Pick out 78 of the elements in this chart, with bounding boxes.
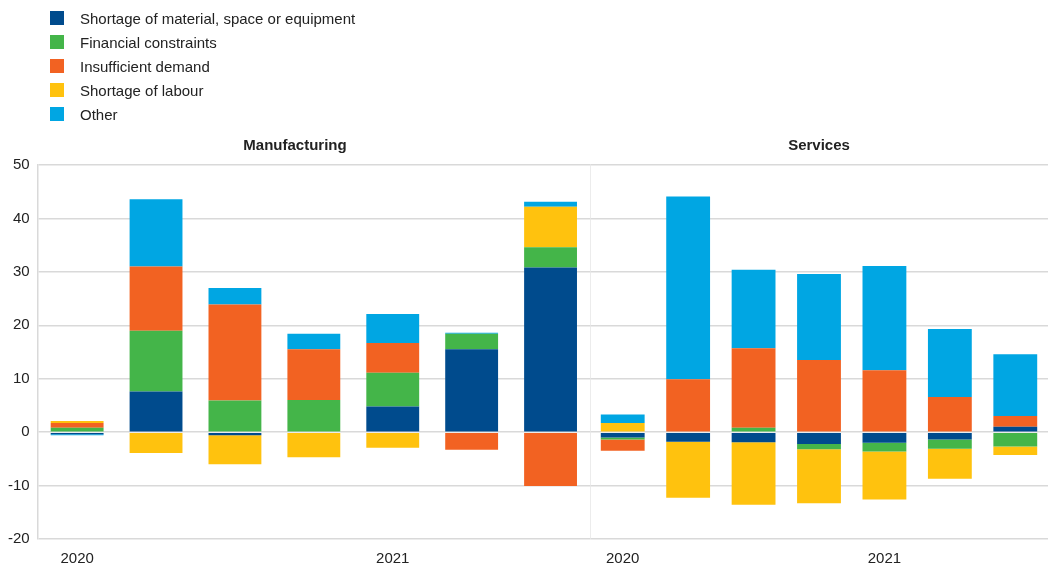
bar xyxy=(129,330,183,392)
bar xyxy=(129,199,183,267)
bar xyxy=(666,441,711,498)
legend-label: Insufficient demand xyxy=(80,57,210,75)
bar xyxy=(208,287,262,305)
bar xyxy=(50,423,104,428)
bar xyxy=(731,269,776,349)
bar xyxy=(993,416,1038,427)
bar xyxy=(287,333,341,350)
y-tick-label: 30 xyxy=(12,262,30,279)
y-tick-label: -20 xyxy=(7,529,30,547)
bar xyxy=(129,391,183,432)
bar xyxy=(927,448,972,479)
bar xyxy=(366,314,420,343)
bar xyxy=(666,379,711,432)
bar xyxy=(862,265,907,371)
bar xyxy=(927,396,972,432)
bar xyxy=(600,423,645,432)
bar xyxy=(445,432,499,450)
bar xyxy=(524,247,577,268)
bar xyxy=(862,432,907,443)
bar xyxy=(287,400,341,432)
y-tick-label: 10 xyxy=(12,368,30,386)
legend-label: Shortage of labour xyxy=(80,81,204,99)
bar xyxy=(366,406,420,432)
bar xyxy=(993,432,1038,447)
bar xyxy=(524,201,577,207)
bar xyxy=(731,432,776,443)
bar xyxy=(524,267,577,432)
x-tick-label: 2021 xyxy=(867,549,902,567)
y-tick-label: 40 xyxy=(12,208,30,226)
bar xyxy=(797,360,841,432)
bar xyxy=(797,273,841,361)
bar xyxy=(366,432,420,448)
bar xyxy=(208,400,262,432)
bar xyxy=(287,349,341,401)
y-tick-label: -10 xyxy=(7,475,30,493)
bar xyxy=(366,342,420,373)
y-tick-label: 50 xyxy=(12,155,30,173)
bar xyxy=(862,451,907,500)
legend-label: Shortage of material, space or equipment xyxy=(80,9,356,27)
bar xyxy=(731,442,776,505)
bar xyxy=(366,372,420,407)
x-tick-label: 2020 xyxy=(606,549,640,567)
bar xyxy=(524,206,577,248)
bar xyxy=(129,432,183,453)
bar xyxy=(287,432,341,458)
bar xyxy=(927,329,972,397)
bar xyxy=(666,432,711,442)
bar xyxy=(862,442,907,452)
bar xyxy=(797,449,841,504)
x-tick-label: 2021 xyxy=(376,549,410,567)
bar xyxy=(993,446,1038,456)
bar xyxy=(731,348,776,428)
bar xyxy=(797,432,841,444)
bar xyxy=(600,414,645,424)
chart-title: Manufacturing xyxy=(243,136,347,154)
bar xyxy=(50,420,104,424)
bar xyxy=(666,196,711,380)
bar xyxy=(208,304,262,401)
legend-label: Other xyxy=(80,105,118,123)
bar xyxy=(927,432,972,440)
y-tick-label: 0 xyxy=(21,422,30,440)
bar xyxy=(797,443,841,450)
bar xyxy=(208,435,262,465)
bar xyxy=(600,437,645,440)
bar xyxy=(993,354,1038,417)
legend-label: Financial constraints xyxy=(80,33,217,51)
bar xyxy=(862,370,907,432)
bar xyxy=(524,432,577,487)
chart-title: Services xyxy=(788,136,850,154)
bar xyxy=(445,333,499,350)
x-tick-label: 2020 xyxy=(60,549,94,567)
bar xyxy=(927,439,972,449)
bar xyxy=(600,439,645,451)
y-tick-label: 20 xyxy=(12,315,30,333)
bar xyxy=(129,266,183,331)
bar xyxy=(445,349,499,432)
